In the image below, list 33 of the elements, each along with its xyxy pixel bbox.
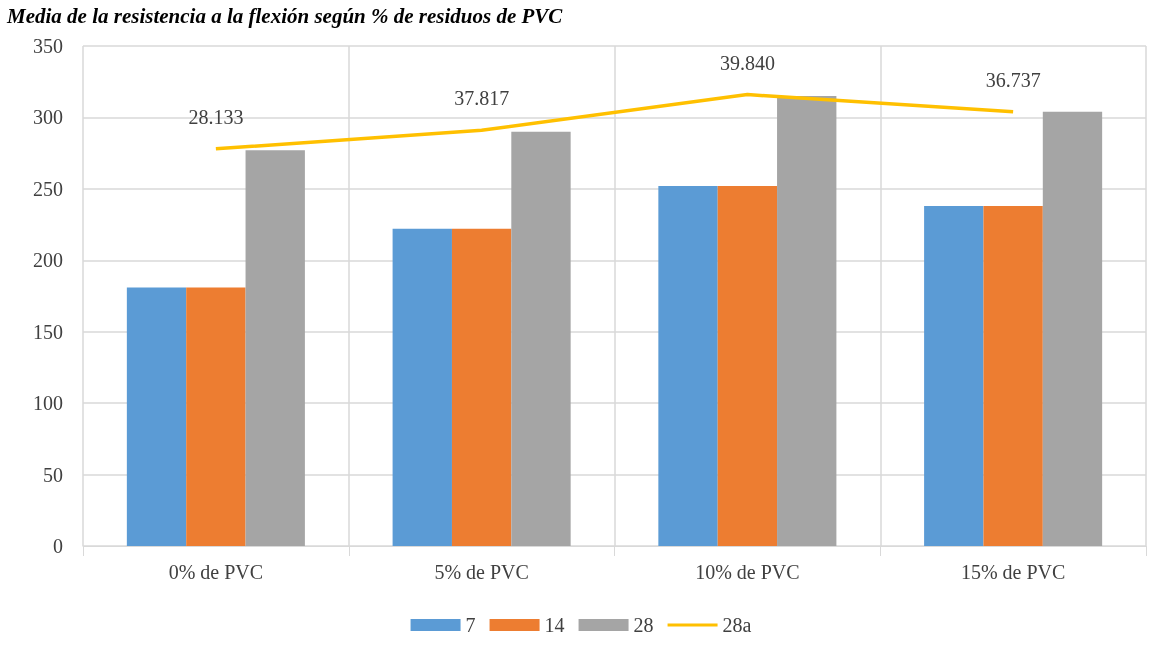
annotation: 37.817 bbox=[454, 87, 510, 110]
bar bbox=[983, 206, 1043, 546]
bar bbox=[126, 287, 187, 546]
bar bbox=[717, 186, 778, 546]
x-tick-label: 5% de PVC bbox=[434, 561, 529, 583]
legend-label: 28a bbox=[722, 614, 752, 636]
bar bbox=[451, 228, 512, 546]
bar bbox=[658, 186, 718, 546]
bar bbox=[924, 206, 984, 546]
bar bbox=[186, 287, 246, 546]
annotation: 39.840 bbox=[719, 51, 775, 74]
bar bbox=[511, 131, 571, 546]
legend-label: 14 bbox=[544, 614, 565, 636]
x-tick-label: 0% de PVC bbox=[168, 561, 264, 583]
y-tick-label: 250 bbox=[33, 177, 63, 200]
bar bbox=[777, 96, 837, 546]
chart-title: Media de la resistencia a la flexión según % de residuos de PVC bbox=[6, 3, 564, 28]
legend-label: 7 bbox=[465, 614, 476, 636]
y-tick-label: 150 bbox=[33, 320, 63, 343]
bar bbox=[245, 150, 305, 546]
annotation: 36.737 bbox=[985, 68, 1041, 91]
y-tick-label: 0 bbox=[53, 535, 63, 557]
y-tick-label: 350 bbox=[33, 35, 63, 57]
y-tick-label: 200 bbox=[33, 249, 63, 272]
annotation: 28.133 bbox=[188, 105, 244, 128]
y-tick-label: 100 bbox=[33, 392, 63, 415]
legend-label: 28 bbox=[633, 614, 654, 636]
bar bbox=[1042, 111, 1103, 546]
y-tick-label: 50 bbox=[43, 463, 63, 486]
bar bbox=[392, 228, 452, 546]
x-tick-label: 10% de PVC bbox=[695, 561, 800, 583]
x-tick-label: 15% de PVC bbox=[960, 561, 1066, 583]
y-tick-label: 300 bbox=[33, 106, 63, 129]
